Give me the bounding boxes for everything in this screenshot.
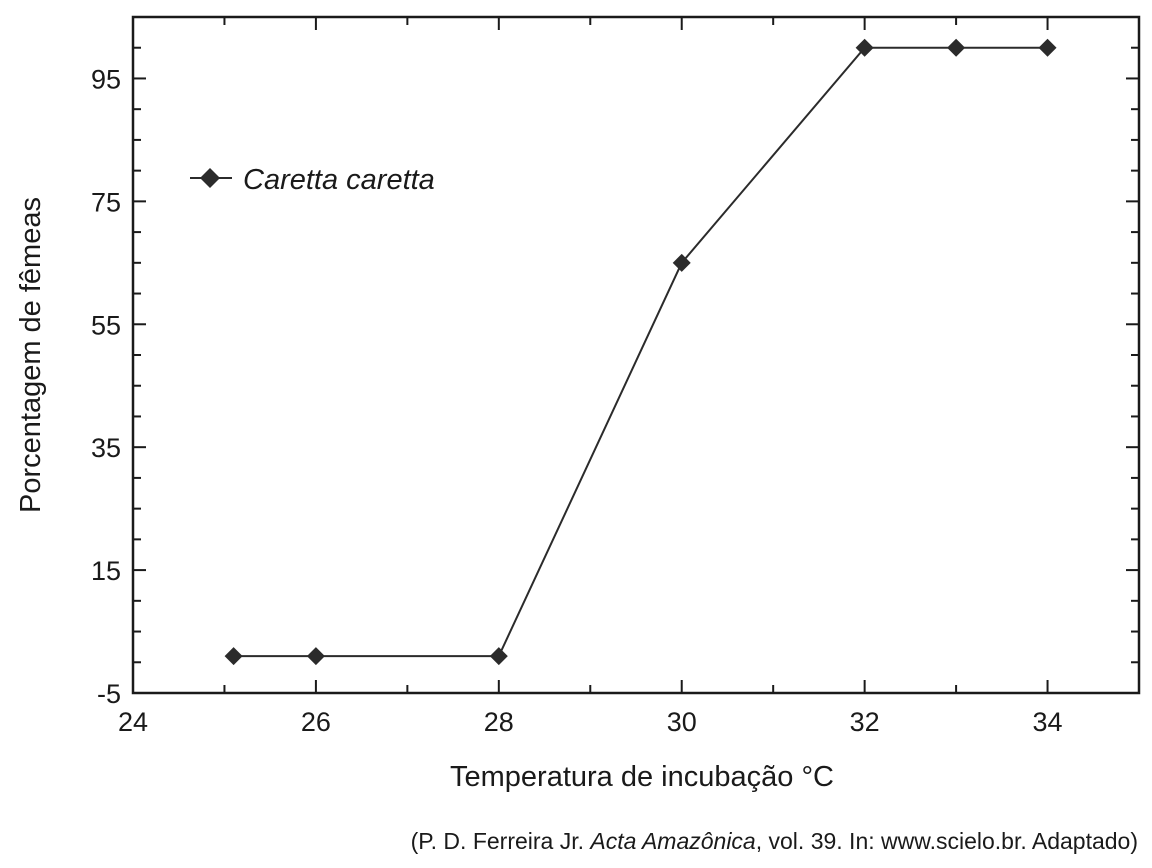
data-point-diamond: [672, 253, 691, 272]
series-line: [233, 46, 1048, 658]
legend-marker-diamond-icon: [200, 168, 220, 188]
caption-after: , vol. 39. In: www.scielo.br. Adaptado): [755, 828, 1138, 854]
y-tick-label: 75: [91, 187, 121, 217]
data-point-diamond: [489, 647, 508, 666]
x-tick-label: 24: [118, 707, 148, 737]
plot-frame: [131, 15, 1141, 695]
series-layer: [224, 38, 1057, 666]
data-point-diamond: [1038, 38, 1057, 57]
caption-before: (P. D. Ferreira Jr.: [410, 828, 591, 854]
legend-label: Caretta caretta: [243, 164, 435, 196]
y-axis-title: Porcentagem de fêmeas: [15, 197, 47, 513]
source-caption: (P. D. Ferreira Jr. Acta Amazônica, vol.…: [411, 828, 1138, 855]
data-point-diamond: [855, 38, 874, 57]
y-tick-label: 15: [91, 556, 121, 586]
caption-journal: Acta Amazônica: [590, 828, 756, 854]
data-point-diamond: [224, 647, 243, 666]
x-tick-labels: 24 26 28 30 32 34: [118, 707, 1063, 737]
x-axis-title: Temperatura de incubação °C: [450, 761, 834, 793]
data-point-diamond: [947, 38, 966, 57]
y-tick-label: 55: [91, 310, 121, 340]
data-point-diamond: [306, 647, 325, 666]
y-tick-label: 35: [91, 433, 121, 463]
x-tick-label: 30: [667, 707, 697, 737]
y-tick-label: 95: [91, 64, 121, 94]
legend: Caretta caretta: [190, 164, 435, 196]
y-tick-label: -5: [97, 679, 121, 709]
x-tick-label: 26: [301, 707, 331, 737]
x-tick-label: 28: [484, 707, 514, 737]
x-tick-label: 32: [850, 707, 880, 737]
axis-ticks: [132, 16, 1140, 694]
y-tick-labels: -5 15 35 55 75 95: [91, 64, 121, 709]
x-tick-label: 34: [1033, 707, 1063, 737]
